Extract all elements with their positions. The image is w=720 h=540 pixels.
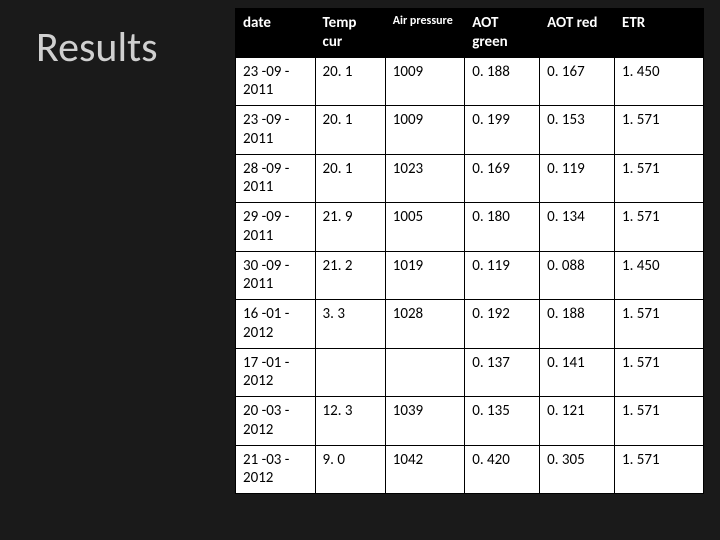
table-cell: 17 -01 - 2012: [236, 348, 316, 397]
table-row: 28 -09 - 201120. 110230. 1690. 1191. 571: [236, 154, 704, 203]
table-cell: 0. 153: [540, 106, 615, 155]
table-cell: 0. 119: [465, 251, 540, 300]
table-row: 23 -09 - 201120. 110090. 1880. 1671. 450: [236, 57, 704, 106]
table-cell: 0. 088: [540, 251, 615, 300]
table-cell: 20. 1: [315, 57, 385, 106]
table-cell: 0. 199: [465, 106, 540, 155]
table-cell: 1. 571: [615, 154, 704, 203]
table-header-cell: date: [236, 9, 316, 58]
table-cell: 1042: [385, 445, 465, 494]
table-row: 16 -01 - 20123. 310280. 1920. 1881. 571: [236, 300, 704, 349]
table-cell: 1. 571: [615, 445, 704, 494]
table-cell: 0. 134: [540, 203, 615, 252]
page-title: Results: [36, 22, 235, 73]
table-cell: 1019: [385, 251, 465, 300]
table-cell: 1. 571: [615, 397, 704, 446]
table-cell: [315, 348, 385, 397]
table-cell: [385, 348, 465, 397]
table-cell: 29 -09 - 2011: [236, 203, 316, 252]
table-header-row: dateTemp curAir pressureAOT greenAOT red…: [236, 9, 704, 58]
table-cell: 1. 450: [615, 251, 704, 300]
table-row: 23 -09 - 201120. 110090. 1990. 1531. 571: [236, 106, 704, 155]
table-cell: 0. 188: [465, 57, 540, 106]
table-cell: 1. 571: [615, 348, 704, 397]
table-cell: 0. 119: [540, 154, 615, 203]
table-header-cell: ETR: [615, 9, 704, 58]
table-cell: 0. 137: [465, 348, 540, 397]
table-cell: 23 -09 - 2011: [236, 106, 316, 155]
table-cell: 0. 180: [465, 203, 540, 252]
table-row: 21 -03 - 20129. 010420. 4200. 3051. 571: [236, 445, 704, 494]
table-cell: 1028: [385, 300, 465, 349]
table-cell: 0. 135: [465, 397, 540, 446]
table-container: dateTemp curAir pressureAOT greenAOT red…: [235, 0, 720, 540]
table-cell: 1005: [385, 203, 465, 252]
table-cell: 1039: [385, 397, 465, 446]
table-cell: 1. 571: [615, 300, 704, 349]
table-cell: 0. 141: [540, 348, 615, 397]
table-row: 29 -09 - 201121. 910050. 1800. 1341. 571: [236, 203, 704, 252]
table-cell: 1. 571: [615, 203, 704, 252]
table-cell: 0. 167: [540, 57, 615, 106]
table-cell: 20. 1: [315, 154, 385, 203]
table-cell: 0. 192: [465, 300, 540, 349]
table-cell: 1. 450: [615, 57, 704, 106]
table-cell: 1023: [385, 154, 465, 203]
table-cell: 0. 121: [540, 397, 615, 446]
table-cell: 12. 3: [315, 397, 385, 446]
table-cell: 16 -01 - 2012: [236, 300, 316, 349]
table-header-cell: AOT green: [465, 9, 540, 58]
table-row: 20 -03 - 201212. 310390. 1350. 1211. 571: [236, 397, 704, 446]
table-cell: 3. 3: [315, 300, 385, 349]
table-cell: 1. 571: [615, 106, 704, 155]
table-cell: 9. 0: [315, 445, 385, 494]
table-cell: 0. 188: [540, 300, 615, 349]
table-cell: 21. 2: [315, 251, 385, 300]
table-cell: 23 -09 - 2011: [236, 57, 316, 106]
table-cell: 1009: [385, 57, 465, 106]
table-cell: 21. 9: [315, 203, 385, 252]
table-cell: 28 -09 - 2011: [236, 154, 316, 203]
table-cell: 21 -03 - 2012: [236, 445, 316, 494]
table-row: 30 -09 - 201121. 210190. 1190. 0881. 450: [236, 251, 704, 300]
table-cell: 0. 305: [540, 445, 615, 494]
table-cell: 30 -09 - 2011: [236, 251, 316, 300]
sidebar: Results: [0, 0, 235, 540]
table-cell: 20. 1: [315, 106, 385, 155]
table-cell: 0. 420: [465, 445, 540, 494]
table-header-cell: AOT red: [540, 9, 615, 58]
table-header-cell: Temp cur: [315, 9, 385, 58]
table-row: 17 -01 - 2012 0. 1370. 1411. 571: [236, 348, 704, 397]
table-cell: 20 -03 - 2012: [236, 397, 316, 446]
table-cell: 1009: [385, 106, 465, 155]
table-cell: 0. 169: [465, 154, 540, 203]
table-header-cell: Air pressure: [385, 9, 465, 58]
results-table: dateTemp curAir pressureAOT greenAOT red…: [235, 8, 704, 494]
